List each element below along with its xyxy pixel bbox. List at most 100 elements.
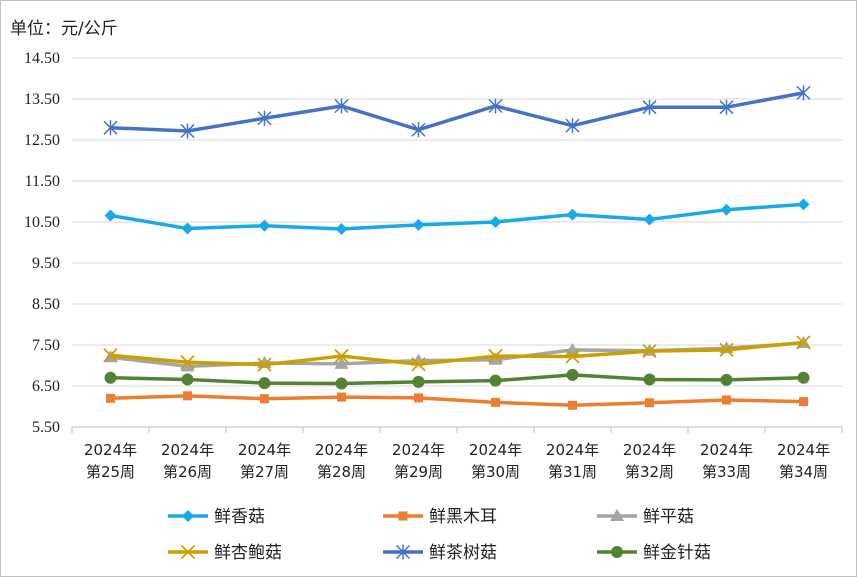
- data-point: [180, 355, 195, 370]
- y-tick-label: 7.50: [32, 337, 60, 354]
- data-point: [565, 118, 580, 134]
- legend-label: 鲜杏鲍菇: [214, 543, 282, 563]
- series-line: [110, 373, 804, 386]
- series-group: [103, 85, 811, 410]
- y-tick-label: 12.50: [24, 132, 60, 149]
- data-point: [106, 393, 115, 403]
- data-point: [642, 344, 657, 359]
- legend-marker: [611, 546, 623, 558]
- legend-label: 鲜黑木耳: [429, 507, 497, 527]
- data-point: [257, 357, 272, 372]
- data-point: [488, 352, 503, 365]
- data-point: [181, 222, 194, 235]
- legend-item: 鲜茶树菇: [383, 543, 497, 563]
- data-point: [719, 342, 734, 358]
- series-4: [103, 335, 811, 372]
- data-point: [414, 393, 423, 403]
- data-point: [566, 208, 579, 221]
- x-tick-label: 2024年: [392, 441, 445, 459]
- data-point: [411, 122, 426, 138]
- data-point: [335, 377, 348, 390]
- data-point: [334, 356, 349, 369]
- data-point: [642, 99, 657, 115]
- series-line: [110, 394, 804, 408]
- series-5: [103, 85, 811, 139]
- legend-marker: [182, 510, 194, 522]
- data-point: [180, 123, 195, 139]
- data-point: [104, 209, 117, 222]
- legend-item: 鲜杏鲍菇: [168, 543, 282, 563]
- data-point: [412, 375, 425, 388]
- legend-item: 鲜平菇: [597, 507, 694, 527]
- x-tick-label: 第30周: [471, 463, 520, 481]
- series-1: [104, 198, 810, 235]
- data-point: [103, 120, 118, 136]
- data-point: [183, 391, 192, 401]
- x-tick-label: 第28周: [317, 463, 366, 481]
- x-tick-label: 2024年: [315, 441, 368, 459]
- x-tick-label: 2024年: [777, 441, 830, 459]
- y-tick-label: 13.50: [24, 91, 60, 108]
- legend-label: 鲜茶树菇: [429, 543, 497, 563]
- data-point: [180, 359, 195, 372]
- data-point: [489, 216, 502, 228]
- legend-item: 鲜金针菇: [597, 543, 711, 563]
- x-tick-label: 2024年: [700, 441, 753, 459]
- x-tick-label: 2024年: [546, 441, 599, 459]
- series-6: [104, 368, 810, 390]
- data-point: [797, 198, 810, 211]
- data-point: [258, 219, 271, 232]
- data-point: [258, 377, 271, 390]
- data-point: [797, 371, 810, 384]
- data-point: [412, 218, 425, 231]
- data-point: [796, 85, 811, 101]
- x-tick-label: 第25周: [86, 463, 135, 481]
- legend-marker: [395, 544, 411, 560]
- y-tick-label: 10.50: [24, 214, 60, 231]
- data-point: [645, 398, 654, 408]
- series-line: [110, 91, 804, 133]
- data-point: [799, 397, 808, 407]
- y-tick-label: 11.50: [25, 173, 60, 190]
- series-2: [106, 391, 808, 410]
- data-point: [489, 374, 502, 387]
- x-tick-label: 第31周: [548, 463, 597, 481]
- y-tick-label: 8.50: [32, 296, 60, 313]
- x-tick-label: 第29周: [394, 463, 443, 481]
- unit-label: 单位：元/公斤: [10, 19, 118, 39]
- data-point: [103, 348, 118, 363]
- y-tick-label: 5.50: [32, 419, 60, 436]
- x-tick-label: 第33周: [702, 463, 751, 481]
- x-tick-label: 2024年: [161, 441, 214, 459]
- legend-label: 鲜平菇: [643, 507, 694, 527]
- data-point: [257, 110, 272, 126]
- data-point: [566, 368, 579, 381]
- data-point: [491, 397, 500, 407]
- data-point: [181, 373, 194, 386]
- data-point: [720, 203, 733, 216]
- data-point: [335, 222, 348, 235]
- series-line: [110, 202, 804, 231]
- legend-marker: [398, 511, 408, 521]
- data-point: [488, 348, 503, 364]
- x-tick-label: 2024年: [469, 441, 522, 459]
- data-point: [334, 348, 349, 364]
- data-point: [260, 394, 269, 404]
- y-tick-label: 14.50: [24, 50, 60, 67]
- legend-label: 鲜香菇: [214, 507, 265, 527]
- data-point: [796, 335, 811, 350]
- data-point: [488, 98, 503, 114]
- series-line: [110, 340, 804, 367]
- data-point: [565, 349, 580, 364]
- y-tick-label: 6.50: [32, 378, 60, 395]
- data-point: [643, 373, 656, 386]
- x-tick-label: 第34周: [779, 463, 828, 481]
- data-point: [722, 395, 731, 405]
- data-point: [568, 400, 577, 410]
- legend-marker: [610, 509, 624, 521]
- x-tick-label: 2024年: [238, 441, 291, 459]
- x-tick-label: 第32周: [625, 463, 674, 481]
